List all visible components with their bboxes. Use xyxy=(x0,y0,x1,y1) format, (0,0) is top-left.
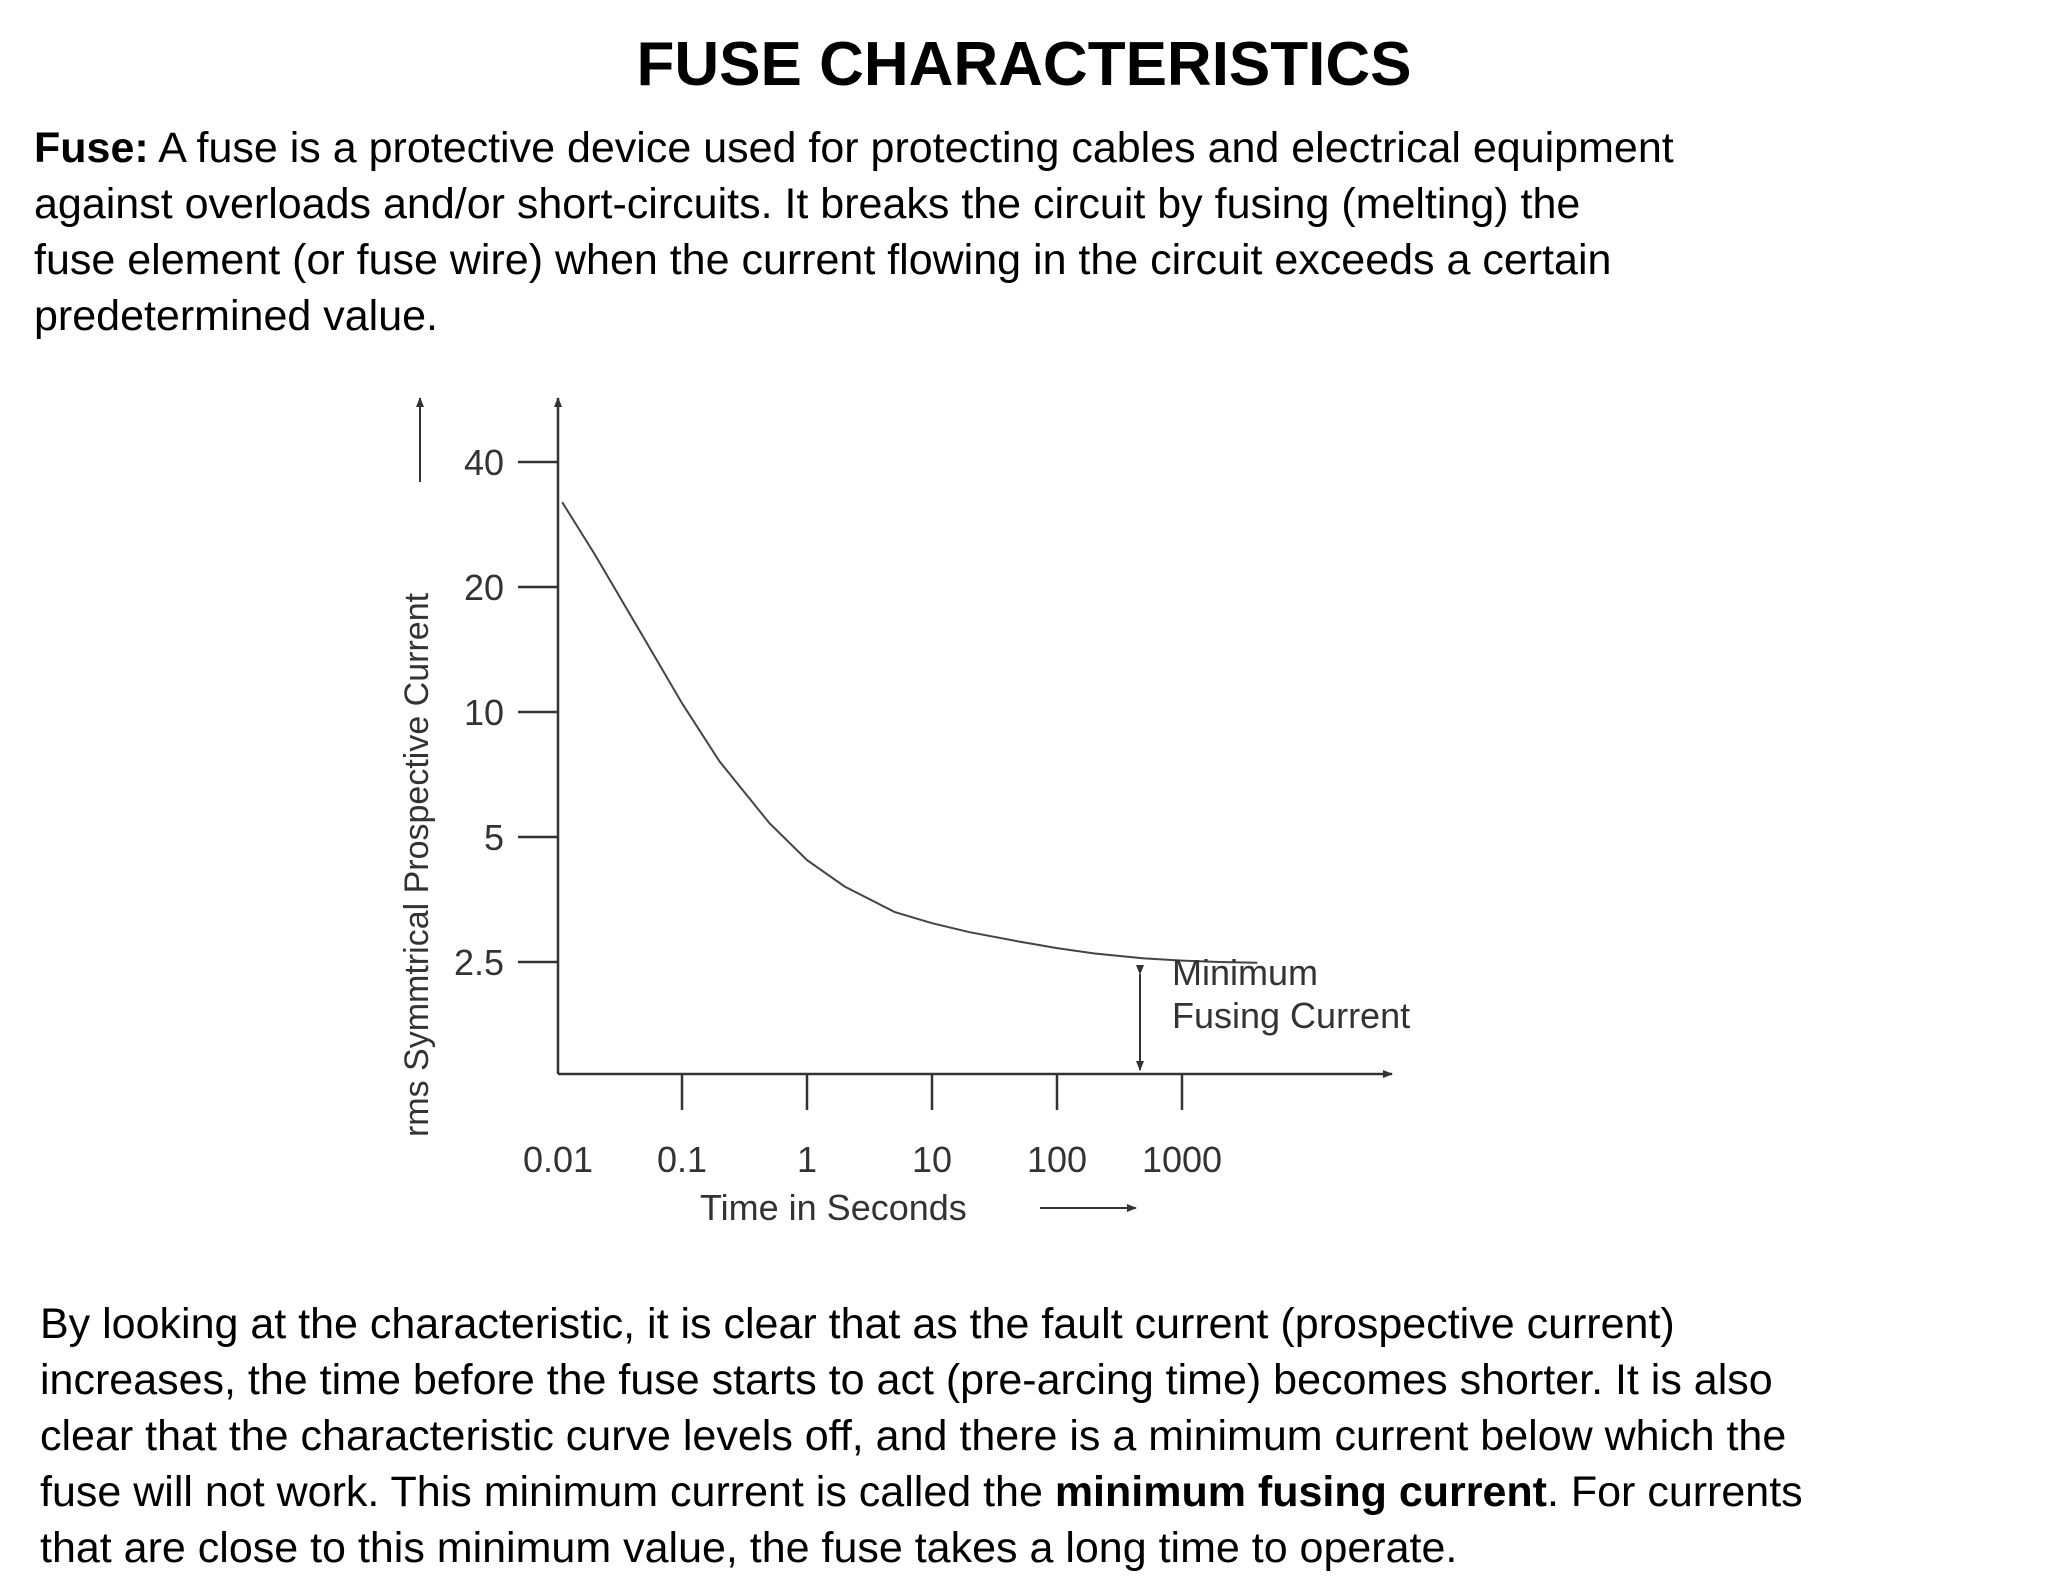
x-tick-label-1: 0.1 xyxy=(657,1139,707,1180)
y-tick-label-0: 2.5 xyxy=(454,942,504,983)
x-tick-label-0: 0.01 xyxy=(523,1139,593,1180)
intro-line-2: against overloads and/or short-circuits.… xyxy=(34,180,1581,228)
y-tick-label-4: 40 xyxy=(464,442,504,483)
y-tick-label-1: 5 xyxy=(484,817,504,858)
x-tick-label-2: 1 xyxy=(797,1139,817,1180)
annotation-line-2: Fusing Current xyxy=(1172,995,1410,1036)
fuse-characteristic-chart: 2.5 5 10 20 40 0.01 0.1 1 10 100 1000 Minimum Fus… xyxy=(398,397,1410,1228)
annotation-line-1: Minimum xyxy=(1172,952,1318,993)
series-line xyxy=(561,501,1258,964)
intro-line-3: fuse element (or fuse wire) when the cur… xyxy=(34,236,1612,284)
minimum-fusing-current-term: minimum fusing current xyxy=(1054,1468,1547,1516)
y-axis-label: rms Symmtrical Prospective Current xyxy=(398,592,436,1137)
x-axis-ticks: 0.01 0.1 1 10 100 1000 xyxy=(523,1074,1222,1180)
closing-line-2: increases, the time before the fuse star… xyxy=(40,1356,1773,1404)
x-tick-label-3: 10 xyxy=(912,1139,952,1180)
x-tick-label-4: 100 xyxy=(1027,1139,1087,1180)
closing-paragraph: By looking at the characteristic, it is … xyxy=(40,1296,2020,1576)
y-tick-label-2: 10 xyxy=(464,692,504,733)
y-tick-label-3: 20 xyxy=(464,567,504,608)
closing-line-3: clear that the characteristic curve leve… xyxy=(40,1412,1787,1460)
x-axis-label: Time in Seconds xyxy=(700,1187,967,1228)
x-tick-label-5: 1000 xyxy=(1142,1139,1222,1180)
closing-line-5: that are close to this minimum value, th… xyxy=(40,1524,1458,1572)
intro-line-1: Fuse: A fuse is a protective device used… xyxy=(34,120,1994,176)
closing-line-4: fuse will not work. This minimum current… xyxy=(40,1464,2020,1520)
y-axis-ticks: 2.5 5 10 20 40 xyxy=(454,442,558,983)
closing-line-1: By looking at the characteristic, it is … xyxy=(40,1300,1675,1348)
intro-paragraph: Fuse: A fuse is a protective device used… xyxy=(34,120,1994,344)
closing-line-4-start: fuse will not work. This minimum current… xyxy=(40,1468,1055,1516)
closing-line-4-end: . For currents xyxy=(1546,1468,1803,1516)
page-title: FUSE CHARACTERISTICS xyxy=(636,30,1412,99)
intro-term: Fuse: xyxy=(34,124,149,172)
intro-line-1-text: A fuse is a protective device used for p… xyxy=(148,124,1674,172)
intro-line-4: predetermined value. xyxy=(34,292,438,340)
